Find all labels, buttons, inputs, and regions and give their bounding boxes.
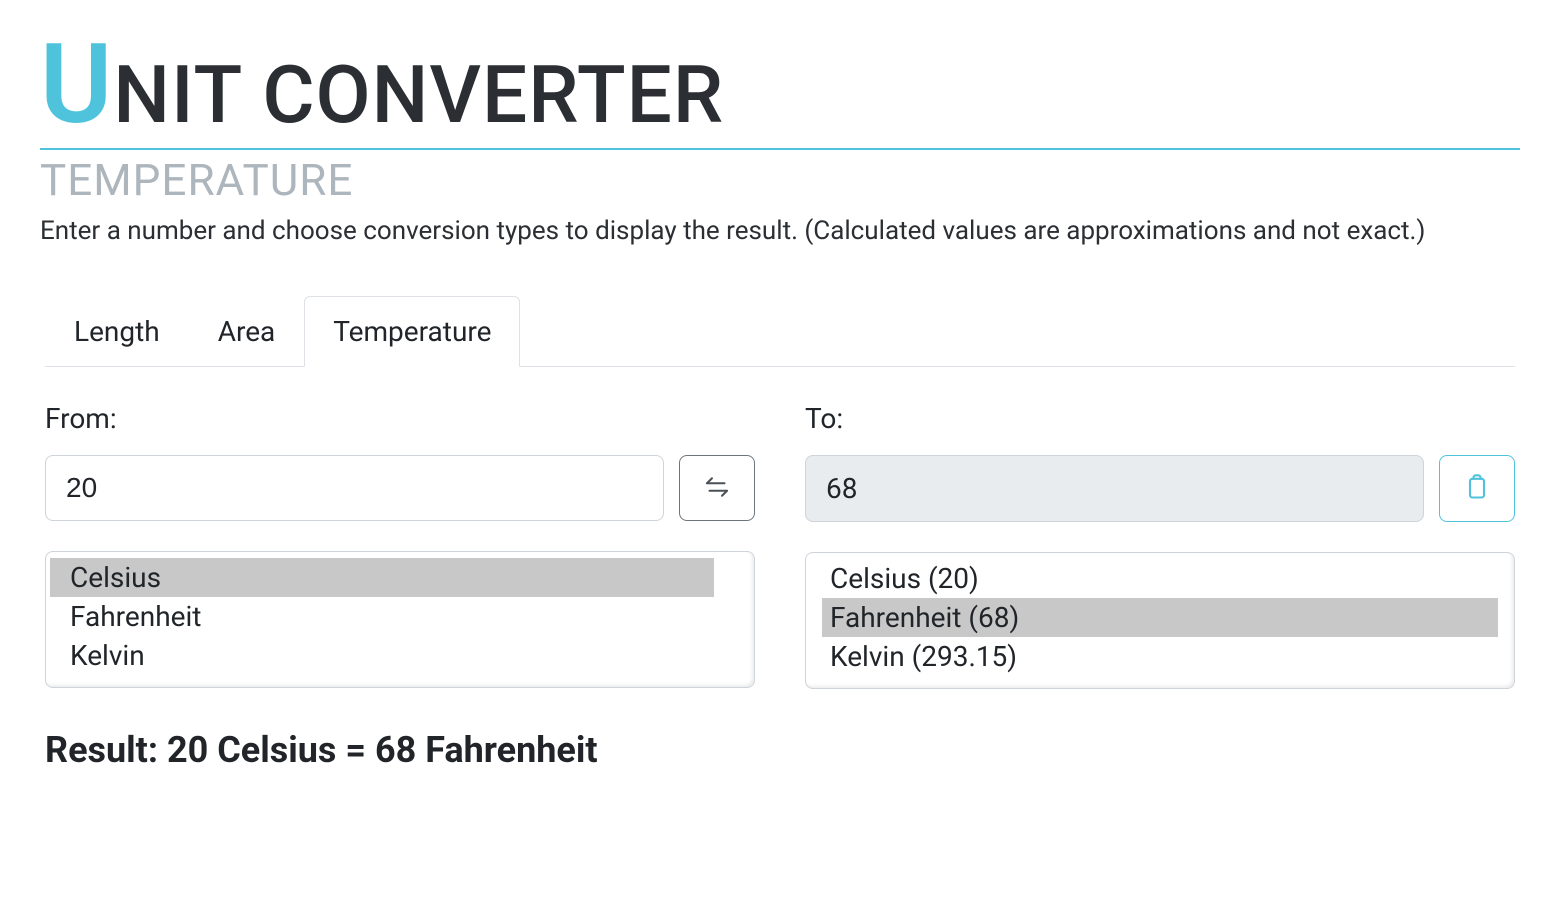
from-option-fahrenheit[interactable]: Fahrenheit (62, 597, 738, 636)
converter-container: Length Area Temperature From: (40, 296, 1520, 771)
from-unit-list[interactable]: Celsius Fahrenheit Kelvin (45, 551, 755, 688)
clipboard-icon (1463, 473, 1491, 504)
swap-button[interactable] (679, 455, 755, 521)
result-text: Result: 20 Celsius = 68 Fahrenheit (45, 729, 1515, 771)
to-unit-list[interactable]: Celsius (20) Fahrenheit (68) Kelvin (293… (805, 552, 1515, 689)
to-panel: To: 68 Celsius (20) Fahrenheit (68) Kelv… (805, 402, 1515, 689)
title-divider (40, 148, 1520, 150)
tab-temperature[interactable]: Temperature (304, 296, 520, 367)
tab-length[interactable]: Length (45, 296, 189, 367)
from-panel: From: Celsius Fahrenheit (45, 402, 755, 689)
page-description: Enter a number and choose conversion typ… (40, 216, 1520, 246)
page-title: UNIT CONVERTER (40, 30, 1520, 140)
to-option-celsius[interactable]: Celsius (20) (822, 559, 1498, 598)
swap-icon (702, 472, 732, 505)
to-option-fahrenheit[interactable]: Fahrenheit (68) (822, 598, 1498, 637)
to-input-row: 68 (805, 455, 1515, 522)
to-value-output: 68 (805, 455, 1424, 522)
from-label: From: (45, 402, 755, 435)
from-option-celsius[interactable]: Celsius (50, 558, 714, 597)
to-label: To: (805, 402, 1515, 435)
page-subtitle: TEMPERATURE (40, 154, 1520, 206)
from-value-input[interactable] (45, 455, 664, 521)
tabs: Length Area Temperature (45, 296, 1515, 367)
conversion-panels: From: Celsius Fahrenheit (45, 402, 1515, 689)
to-option-kelvin[interactable]: Kelvin (293.15) (822, 637, 1498, 676)
page-title-rest: NIT CONVERTER (113, 48, 724, 142)
copy-button[interactable] (1439, 455, 1515, 522)
page-title-initial: U (40, 30, 113, 140)
from-input-row (45, 455, 755, 521)
tab-area[interactable]: Area (189, 296, 305, 367)
from-option-kelvin[interactable]: Kelvin (62, 636, 738, 675)
